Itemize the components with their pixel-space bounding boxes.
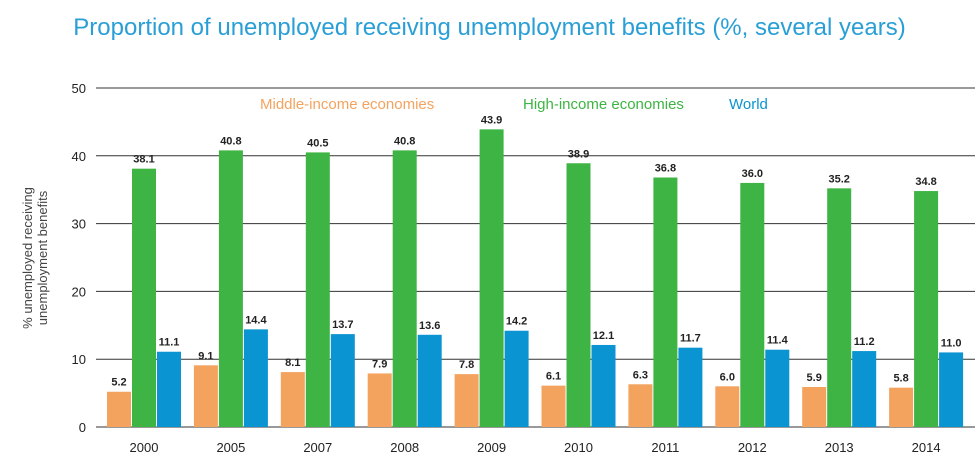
x-tick-label: 2010 [564, 440, 593, 455]
y-axis-label: unemployment benefits [35, 190, 50, 325]
data-label: 11.0 [941, 337, 962, 349]
bar [479, 129, 504, 427]
bar [132, 168, 156, 427]
data-label: 38.9 [568, 148, 589, 160]
data-label: 9.1 [198, 350, 213, 362]
bar [417, 334, 442, 427]
x-tick-label: 2009 [477, 440, 506, 455]
bar [280, 372, 305, 427]
data-label: 34.8 [915, 176, 936, 188]
bar [541, 385, 566, 427]
y-tick-label: 40 [72, 149, 86, 164]
data-label: 5.2 [111, 377, 126, 389]
data-label: 40.8 [220, 135, 241, 147]
bar [367, 373, 392, 427]
data-label: 40.5 [307, 137, 328, 149]
bar [852, 351, 877, 427]
bar [939, 352, 964, 427]
bar [454, 374, 479, 427]
data-label: 11.2 [854, 336, 875, 348]
data-label: 8.1 [285, 357, 300, 369]
bar [715, 386, 740, 427]
data-label: 6.1 [546, 371, 561, 383]
chart-title: Proportion of unemployed receiving unemp… [73, 14, 906, 41]
bar [628, 384, 653, 427]
legend-entry: High-income economies [523, 96, 684, 113]
x-tick-label: 2013 [825, 440, 854, 455]
data-label: 6.0 [720, 371, 735, 383]
x-tick-label: 2005 [216, 440, 245, 455]
data-label: 5.9 [807, 372, 822, 384]
y-tick-label: 50 [72, 81, 86, 96]
bar [330, 334, 355, 427]
bar [392, 150, 417, 427]
data-label: 13.6 [419, 320, 440, 332]
legend-entry: Middle-income economies [260, 96, 434, 113]
data-label: 11.1 [159, 337, 180, 349]
bar [740, 182, 765, 427]
bar [107, 391, 131, 427]
data-label: 14.4 [245, 314, 267, 326]
bar [566, 163, 591, 427]
data-label: 35.2 [828, 173, 849, 185]
data-label: 38.1 [133, 154, 154, 166]
bar [504, 330, 529, 427]
data-label: 36.0 [742, 168, 763, 180]
data-label: 6.3 [633, 369, 648, 381]
bar [193, 365, 218, 427]
data-label: 36.8 [655, 162, 676, 174]
bar [889, 387, 914, 427]
bar [591, 344, 616, 427]
bar [678, 347, 703, 427]
data-label: 40.8 [394, 135, 415, 147]
bar [157, 351, 181, 427]
data-label: 11.4 [767, 335, 789, 347]
bar [243, 329, 268, 427]
x-tick-label: 2007 [303, 440, 332, 455]
data-label: 13.7 [332, 319, 353, 331]
bar [765, 349, 790, 427]
data-label: 12.1 [593, 330, 614, 342]
bar [653, 177, 678, 427]
data-label: 14.2 [506, 316, 527, 328]
bar [802, 386, 827, 427]
data-label: 7.8 [459, 359, 474, 371]
y-tick-label: 30 [72, 217, 86, 232]
x-tick-label: 2000 [130, 440, 159, 455]
data-label: 11.7 [680, 333, 701, 345]
y-tick-label: 0 [79, 420, 86, 435]
x-tick-label: 2008 [390, 440, 419, 455]
bar [305, 152, 330, 427]
y-axis-label: % unemployed receiving [20, 187, 35, 329]
bar [914, 191, 939, 427]
bar [218, 150, 243, 427]
legend-entry: World [729, 96, 768, 113]
bar [827, 188, 852, 427]
data-label: 7.9 [372, 358, 387, 370]
x-tick-label: 2012 [738, 440, 767, 455]
data-label: 5.8 [893, 373, 908, 385]
y-tick-label: 10 [72, 352, 86, 367]
y-tick-label: 20 [72, 284, 86, 299]
data-label: 43.9 [481, 114, 502, 126]
x-tick-label: 2011 [651, 440, 679, 455]
x-tick-label: 2014 [912, 440, 941, 455]
